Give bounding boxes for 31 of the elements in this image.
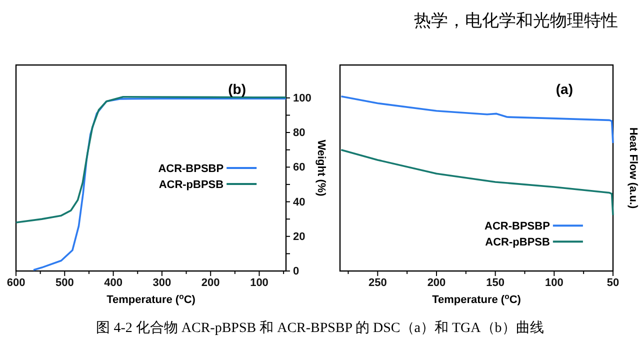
y-tick-label: 100 bbox=[293, 92, 312, 104]
legend-label: ACR-BPSBP bbox=[484, 220, 550, 233]
x-tick-label: 300 bbox=[152, 276, 172, 289]
x-tick-label: 50 bbox=[606, 276, 620, 289]
x-tick-label: 400 bbox=[104, 276, 122, 289]
annotation: (b) bbox=[228, 81, 246, 97]
legend-label: ACR-BPSBP bbox=[158, 163, 224, 175]
x-tick-label: 200 bbox=[201, 276, 220, 289]
x-axis-title: Temperature ($^{o}$C) bbox=[106, 292, 196, 306]
y-axis-title: Heat Flow (a.u.) bbox=[627, 127, 639, 209]
x-tick-label: 500 bbox=[55, 276, 74, 289]
x-axis-title: Temperature ($^{o}$C) bbox=[432, 292, 522, 306]
line-series bbox=[15, 96, 287, 224]
x-tick-label: 100 bbox=[544, 276, 564, 289]
x-tick-label: 600 bbox=[6, 276, 26, 289]
x-tick-label: 250 bbox=[368, 276, 387, 289]
x-tick-label: 200 bbox=[427, 276, 446, 289]
y-axis-title: Weight (%) bbox=[315, 140, 327, 197]
legend-label: ACR-pBPSB bbox=[485, 236, 550, 249]
y-tick-label: 20 bbox=[293, 230, 306, 243]
text: 热学，电化学和光物理特性 bbox=[414, 11, 618, 31]
caption: 图 4-2 化合物 ACR-pBPSB 和 ACR-BPSBP 的 DSC（a）和 TGA（b）曲线 bbox=[96, 320, 544, 336]
y-tick-label: 60 bbox=[293, 162, 306, 174]
y-tick-label: 0 bbox=[293, 266, 300, 278]
annotation: (a) bbox=[556, 81, 573, 97]
x-tick-label: 100 bbox=[250, 276, 268, 289]
line-series bbox=[32, 98, 287, 271]
legend-label: ACR-pBPSB bbox=[158, 179, 224, 191]
y-tick-label: 80 bbox=[293, 127, 306, 140]
x-tick-label: 150 bbox=[486, 276, 505, 289]
y-tick-label: 40 bbox=[293, 196, 306, 208]
